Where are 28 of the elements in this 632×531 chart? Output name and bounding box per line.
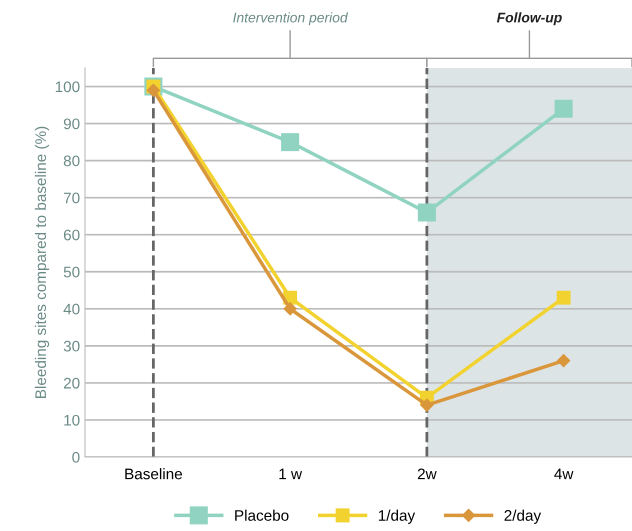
text: Intervention period [233, 12, 348, 26]
y-tick-label: 80 [64, 155, 80, 166]
y-tick-label: 20 [64, 378, 80, 389]
y-axis-title: Bleeding sites compared to baseline (%) [34, 126, 50, 398]
y-tick-label: 40 [64, 304, 80, 314]
y-tick-label: 10 [64, 414, 80, 426]
legend-label: Placebo [235, 510, 289, 521]
point [420, 398, 434, 412]
point [557, 354, 570, 368]
y-tick-label: 90 [64, 118, 80, 130]
x-tick-label: 2w [418, 468, 437, 480]
y-tick-label: 30 [64, 340, 80, 352]
y-tick-label: 0 [72, 452, 80, 463]
point [284, 302, 297, 316]
legend-label: 1/day [378, 510, 416, 524]
point [281, 133, 300, 152]
point [418, 203, 436, 222]
y-tick-label: 70 [64, 192, 80, 204]
point [556, 290, 571, 305]
text: Follow-up [496, 12, 562, 26]
y-tick-label: 50 [64, 266, 80, 278]
x-tick-label: 4w [554, 468, 574, 480]
y-tick-label: 60 [64, 230, 80, 240]
point [554, 100, 573, 118]
y-tick-label: 100 [56, 81, 80, 92]
x-tick-label: 1 w [279, 468, 302, 480]
legend-label: 2/day [504, 510, 542, 524]
x-tick-label: Baseline [125, 468, 182, 480]
